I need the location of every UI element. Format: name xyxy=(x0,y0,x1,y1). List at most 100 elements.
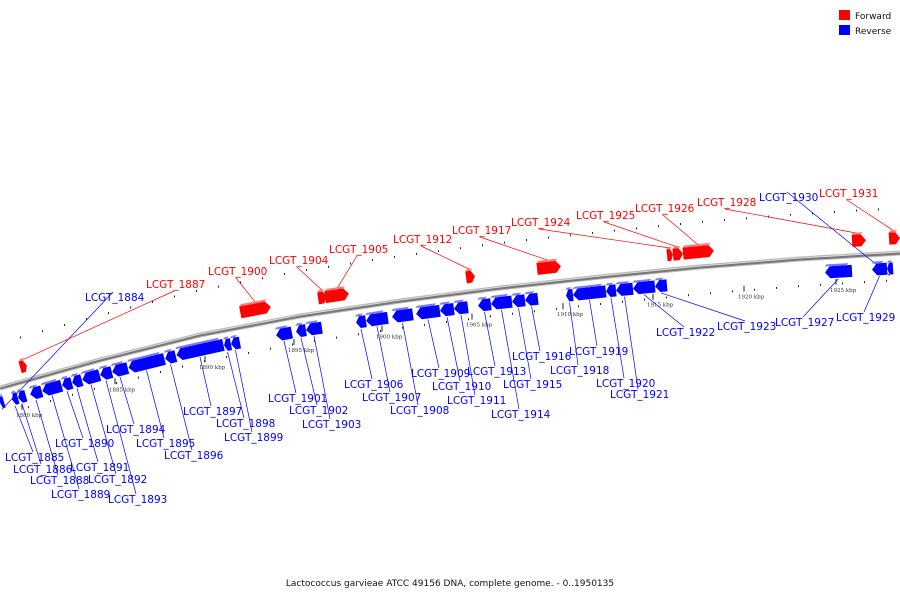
gene-label[interactable]: LCGT_1900 xyxy=(208,266,267,278)
gene-label[interactable]: LCGT_1905 xyxy=(329,244,388,256)
gene-arrow-lcgt-1884[interactable] xyxy=(0,394,6,409)
gene-label[interactable]: LCGT_1886 xyxy=(13,464,73,476)
minor-tick-upper xyxy=(350,262,351,265)
gene-arrow-lcgt-1890[interactable] xyxy=(60,375,74,391)
minor-tick-upper xyxy=(64,324,65,327)
gene-label[interactable]: LCGT_1907 xyxy=(362,392,421,404)
gene-arrow-lcgt-1923[interactable] xyxy=(654,277,668,292)
gene-label[interactable]: LCGT_1887 xyxy=(146,279,205,291)
gene-label[interactable]: LCGT_1899 xyxy=(224,432,283,444)
gene-arrow-lcgt-1886[interactable] xyxy=(16,388,28,404)
gene-arrow-lcgt-1930[interactable] xyxy=(886,260,894,275)
gene-arrow-lcgt-1892[interactable] xyxy=(80,367,102,385)
gene-label[interactable]: LCGT_1897 xyxy=(183,406,242,418)
gene-arrow-lcgt-1888[interactable] xyxy=(28,384,44,401)
gene-label[interactable]: LCGT_1921 xyxy=(610,389,669,401)
gene-arrow-lcgt-1914[interactable] xyxy=(490,294,513,310)
gene-label[interactable]: LCGT_1906 xyxy=(344,379,404,391)
gene-label[interactable]: LCGT_1898 xyxy=(216,418,275,430)
gene-label[interactable]: LCGT_1891 xyxy=(70,462,129,474)
gene-arrow-lcgt-1928[interactable] xyxy=(851,232,867,247)
gene-label[interactable]: LCGT_1924 xyxy=(511,217,571,229)
gene-arrow-lcgt-1895[interactable] xyxy=(127,351,166,374)
gene-label[interactable]: LCGT_1893 xyxy=(108,494,167,506)
gene-arrow-lcgt-1919[interactable] xyxy=(572,283,607,301)
gene-arrow-lcgt-1905[interactable] xyxy=(324,286,350,304)
gene-arrow-lcgt-1912[interactable] xyxy=(465,268,476,284)
gene-label[interactable]: LCGT_1925 xyxy=(576,210,635,222)
gene-arrow-lcgt-1918[interactable] xyxy=(565,287,574,302)
gene-label[interactable]: LCGT_1908 xyxy=(390,405,449,417)
gene-label[interactable]: LCGT_1928 xyxy=(697,197,756,209)
gene-arrow-lcgt-1893[interactable] xyxy=(98,364,114,380)
gene-label[interactable]: LCGT_1929 xyxy=(836,312,895,324)
gene-arrow-lcgt-1902[interactable] xyxy=(295,322,307,337)
gene-label[interactable]: LCGT_1927 xyxy=(775,317,834,329)
gene-arrow-lcgt-1915[interactable] xyxy=(511,292,526,308)
gene-arrow-lcgt-1903[interactable] xyxy=(305,320,323,336)
gene-label[interactable]: LCGT_1885 xyxy=(5,452,64,464)
gene-label[interactable]: LCGT_1909 xyxy=(411,368,470,380)
gene-arrow-lcgt-1894[interactable] xyxy=(110,360,130,377)
gene-arrow-lcgt-1913[interactable] xyxy=(477,296,492,312)
gene-arrow-lcgt-1897[interactable] xyxy=(175,337,225,361)
gene-label[interactable]: LCGT_1911 xyxy=(447,395,506,407)
gene-arrow-lcgt-1907[interactable] xyxy=(365,310,389,327)
gene-arrow-lcgt-1891[interactable] xyxy=(70,372,84,388)
gene-label[interactable]: LCGT_1930 xyxy=(759,192,818,204)
gene-label[interactable]: LCGT_1912 xyxy=(393,234,452,246)
gene-label[interactable]: LCGT_1890 xyxy=(55,438,114,450)
gene-label[interactable]: LCGT_1918 xyxy=(550,365,609,377)
gene-arrow-lcgt-1925[interactable] xyxy=(672,245,683,261)
gene-arrow-lcgt-1885[interactable] xyxy=(10,390,20,405)
gene-arrow-lcgt-1917[interactable] xyxy=(536,258,561,275)
gene-label[interactable]: LCGT_1901 xyxy=(268,393,327,405)
gene-label[interactable]: LCGT_1916 xyxy=(512,351,572,363)
gene-label[interactable]: LCGT_1902 xyxy=(289,405,348,417)
gene-label[interactable]: LCGT_1931 xyxy=(819,188,878,200)
gene-arrow-lcgt-1909[interactable] xyxy=(415,303,441,320)
gene-arrow-lcgt-1896[interactable] xyxy=(163,348,178,364)
gene-label[interactable]: LCGT_1910 xyxy=(432,381,491,393)
gene-label[interactable]: LCGT_1914 xyxy=(491,409,551,421)
gene-arrow-lcgt-1916[interactable] xyxy=(524,291,539,306)
gene-arrow-lcgt-1887[interactable] xyxy=(18,357,29,374)
gene-arrow-lcgt-1899[interactable] xyxy=(229,334,242,350)
gene-arrow-lcgt-1921[interactable] xyxy=(615,281,634,297)
gene-label[interactable]: LCGT_1922 xyxy=(656,327,715,339)
gene-arrow-lcgt-1926[interactable] xyxy=(682,242,714,260)
gene-label[interactable]: LCGT_1888 xyxy=(30,475,89,487)
gene-arrow-lcgt-1900[interactable] xyxy=(239,299,272,319)
minor-tick-lower xyxy=(732,290,733,293)
gene-label[interactable]: LCGT_1913 xyxy=(467,366,526,378)
gene-label[interactable]: LCGT_1884 xyxy=(85,292,145,304)
gene-label[interactable]: LCGT_1904 xyxy=(269,255,329,267)
gene-arrow-lcgt-1901[interactable] xyxy=(275,325,293,342)
gene-arrow-lcgt-1922[interactable] xyxy=(632,278,656,295)
gene-arrow-lcgt-1931[interactable] xyxy=(888,230,900,245)
gene-label[interactable]: LCGT_1920 xyxy=(596,378,655,390)
gene-arrow-lcgt-1920[interactable] xyxy=(605,282,617,297)
gene-label[interactable]: LCGT_1926 xyxy=(635,203,695,215)
gene-label[interactable]: LCGT_1915 xyxy=(503,379,562,391)
gene-label[interactable]: LCGT_1892 xyxy=(88,474,147,486)
gene-label[interactable]: LCGT_1896 xyxy=(164,450,224,462)
gene-label[interactable]: LCGT_1889 xyxy=(51,489,110,501)
gene-label[interactable]: LCGT_1923 xyxy=(717,321,776,333)
gene-arrow-lcgt-1904[interactable] xyxy=(317,289,328,305)
gene-arrow-lcgt-1927[interactable] xyxy=(824,263,853,279)
minor-tick-upper xyxy=(548,236,549,239)
gene-arrow-lcgt-1929[interactable] xyxy=(871,260,888,276)
gene-label[interactable]: LCGT_1895 xyxy=(136,438,195,450)
gene-arrow-lcgt-1906[interactable] xyxy=(355,313,367,328)
gene-arrow-lcgt-1889[interactable] xyxy=(40,378,64,397)
gene-arrow-lcgt-1924[interactable] xyxy=(666,246,673,262)
gene-label[interactable]: LCGT_1894 xyxy=(106,424,166,436)
gene-label[interactable]: LCGT_1917 xyxy=(452,225,511,237)
gene-label[interactable]: LCGT_1903 xyxy=(302,419,361,431)
gene-arrow-lcgt-1910[interactable] xyxy=(439,301,455,317)
gene-arrow-lcgt-1908[interactable] xyxy=(391,306,414,323)
gene-arrow-lcgt-1911[interactable] xyxy=(453,299,469,315)
gene-label[interactable]: LCGT_1919 xyxy=(569,346,628,358)
gene-arrow-lcgt-1898[interactable] xyxy=(222,336,233,351)
